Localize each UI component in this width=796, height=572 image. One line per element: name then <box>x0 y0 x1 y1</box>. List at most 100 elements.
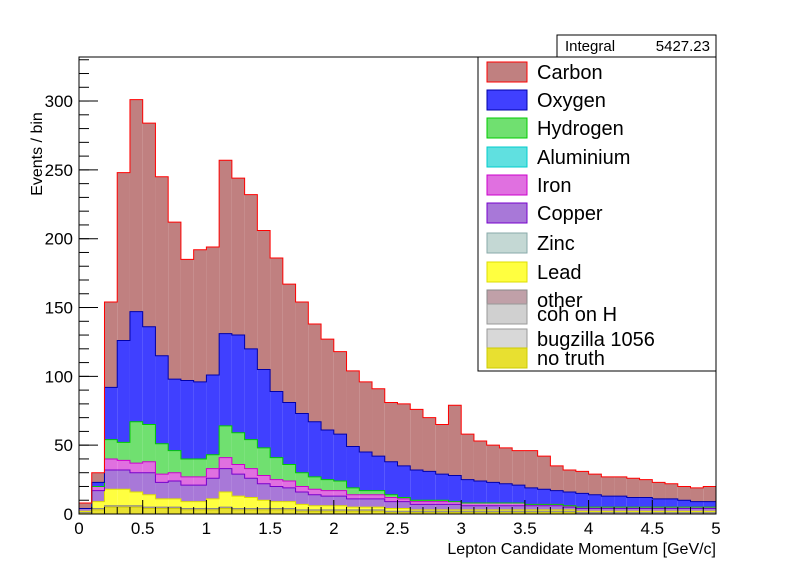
bar-carbon-0 <box>79 502 92 509</box>
bar-hydrogen-5 <box>142 424 156 462</box>
bar-hydrogen-8 <box>180 458 194 477</box>
bar-other-41 <box>601 512 615 514</box>
bar-lead-30 <box>461 509 474 512</box>
bar-hydrogen-23 <box>372 490 385 495</box>
bar-other-29 <box>448 511 462 513</box>
bar-other-37 <box>550 511 564 513</box>
bar-hydrogen-10 <box>206 454 220 469</box>
bar-oxygen-3 <box>117 340 130 443</box>
bar-carbon-49 <box>703 486 716 502</box>
bar-other-43 <box>626 512 640 514</box>
bar-lead-23 <box>372 507 385 510</box>
legend-swatch-copper <box>486 202 528 224</box>
bar-other-31 <box>473 511 487 513</box>
legend-swatch-lead <box>486 261 528 283</box>
y-tick-label: 200 <box>45 230 73 249</box>
bar-other-40 <box>588 512 602 514</box>
bar-oxygen-5 <box>142 326 156 425</box>
bar-iron-5 <box>142 461 156 473</box>
bar-iron-14 <box>257 475 271 484</box>
bar-iron-26 <box>410 501 423 505</box>
bar-hydrogen-16 <box>282 464 296 481</box>
bar-no-truth-33 <box>499 512 513 514</box>
bar-carbon-34 <box>512 450 525 486</box>
bar-other-49 <box>703 512 716 514</box>
bar-carbon-1 <box>91 472 105 483</box>
bar-copper-40 <box>588 508 602 512</box>
bar-iron-35 <box>524 504 538 506</box>
bar-carbon-48 <box>690 487 704 502</box>
bar-no-truth-26 <box>410 512 423 514</box>
bar-hydrogen-6 <box>155 443 169 475</box>
bar-no-truth-36 <box>537 512 551 514</box>
bar-lead-28 <box>435 509 449 512</box>
bar-carbon-28 <box>435 424 449 475</box>
bar-lead-9 <box>193 501 207 509</box>
bar-other-34 <box>512 511 525 513</box>
bar-other-16 <box>282 508 296 510</box>
bar-no-truth-37 <box>550 512 564 514</box>
bar-copper-32 <box>486 505 500 510</box>
bar-lead-37 <box>550 509 564 512</box>
y-tick-label: 150 <box>45 299 73 318</box>
bar-oxygen-27 <box>422 471 436 501</box>
bar-carbon-14 <box>257 230 271 370</box>
bar-other-39 <box>575 512 589 514</box>
bar-copper-33 <box>499 505 513 510</box>
bar-lead-49 <box>703 511 716 513</box>
bar-carbon-9 <box>193 249 207 382</box>
bar-oxygen-44 <box>639 497 653 508</box>
bar-carbon-18 <box>308 324 322 422</box>
bar-no-truth-14 <box>257 509 271 514</box>
bar-oxygen-29 <box>448 475 462 502</box>
x-tick-label: 5 <box>711 519 720 538</box>
bar-oxygen-36 <box>537 489 551 505</box>
bar-lead-32 <box>486 509 500 512</box>
bar-hydrogen-4 <box>129 421 143 464</box>
bar-oxygen-2 <box>104 387 118 440</box>
bar-no-truth-31 <box>473 512 487 514</box>
bar-copper-8 <box>180 485 194 502</box>
bar-carbon-23 <box>372 388 385 457</box>
bar-lead-6 <box>155 498 169 508</box>
legend-label: Carbon <box>537 62 603 84</box>
bar-lead-33 <box>499 509 513 512</box>
bar-carbon-17 <box>295 302 309 414</box>
bar-oxygen-11 <box>219 333 232 426</box>
bar-no-truth-2 <box>104 507 118 514</box>
bar-other-7 <box>168 507 181 509</box>
bar-copper-9 <box>193 485 207 502</box>
y-axis: 0 50 100 150 200 250 300 <box>45 59 98 524</box>
bar-lead-16 <box>282 501 296 509</box>
bar-oxygen-6 <box>155 355 169 444</box>
bar-iron-23 <box>372 494 385 499</box>
bar-lead-11 <box>219 491 232 508</box>
bar-copper-37 <box>550 505 564 510</box>
bar-copper-34 <box>512 505 525 510</box>
bar-oxygen-8 <box>180 380 194 459</box>
bar-hydrogen-19 <box>321 479 334 491</box>
bar-no-truth-10 <box>206 509 220 514</box>
bar-oxygen-33 <box>499 483 513 503</box>
bar-iron-41 <box>601 507 615 509</box>
bar-carbon-15 <box>270 257 283 392</box>
bar-carbon-47 <box>677 486 691 501</box>
bar-iron-1 <box>91 486 105 491</box>
bar-lead-31 <box>473 509 487 512</box>
bar-hydrogen-2 <box>104 439 118 459</box>
bar-copper-43 <box>626 508 640 512</box>
bar-no-truth-28 <box>435 512 449 514</box>
bar-copper-24 <box>384 501 398 509</box>
bar-no-truth-3 <box>117 507 130 514</box>
bar-lead-0 <box>79 511 92 513</box>
bar-other-2 <box>104 505 118 508</box>
bar-lead-17 <box>295 504 309 510</box>
bar-no-truth-4 <box>129 507 143 514</box>
bar-copper-18 <box>308 494 322 506</box>
bar-oxygen-26 <box>410 469 423 501</box>
bar-lead-48 <box>690 511 704 513</box>
bar-carbon-12 <box>231 178 245 336</box>
bar-copper-21 <box>346 498 360 508</box>
bar-no-truth-38 <box>563 512 576 514</box>
